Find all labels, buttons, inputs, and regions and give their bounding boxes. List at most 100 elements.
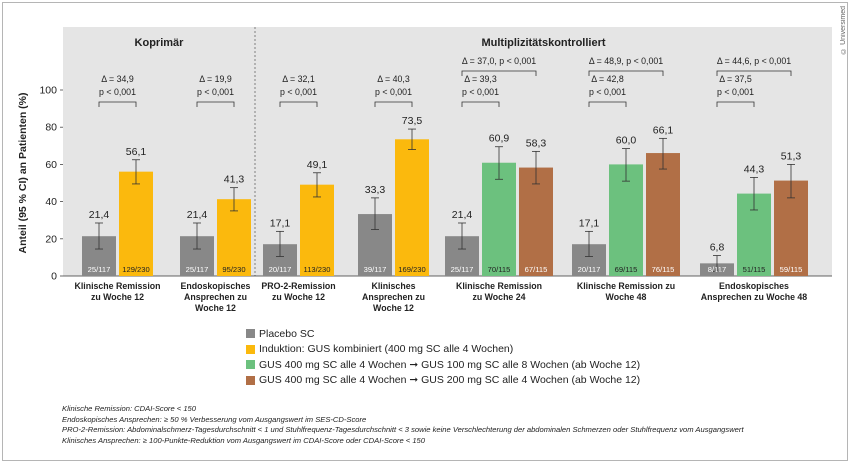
significance-bracket — [716, 101, 755, 107]
value-label: 33,3 — [365, 184, 386, 196]
value-label: 21,4 — [452, 209, 473, 221]
category-label: zu Woche 12 — [272, 292, 325, 302]
category-label: Woche 48 — [606, 292, 647, 302]
delta-label: Δ = 42,8 — [591, 74, 624, 84]
y-tick-label: 60 — [45, 159, 57, 171]
footnote: Klinische Remission: CDAI-Score < 150 — [62, 404, 196, 413]
value-label: 56,1 — [126, 146, 147, 158]
significance-bracket — [279, 101, 318, 107]
bar — [519, 167, 553, 276]
n-label: 59/115 — [780, 265, 803, 274]
n-label: 20/117 — [269, 265, 292, 274]
n-label: 169/230 — [398, 265, 425, 274]
y-tick-label: 0 — [51, 271, 57, 283]
bar — [300, 184, 334, 276]
category-label: Klinische Remission — [74, 281, 160, 291]
n-label: 70/115 — [488, 265, 511, 274]
value-label: 51,3 — [781, 150, 802, 162]
p-value-label: p < 0,001 — [462, 87, 499, 97]
delta-label: Δ = 34,9 — [101, 74, 134, 84]
bar — [609, 164, 643, 276]
delta-p-label: Δ = 48,9, p < 0,001 — [589, 56, 663, 66]
bar — [646, 153, 680, 276]
footnotes: Klinische Remission: CDAI-Score < 150 End… — [62, 404, 744, 446]
category-label: zu Woche 12 — [91, 292, 144, 302]
delta-p-label: Δ = 44,6, p < 0,001 — [717, 56, 791, 66]
p-value-label: p < 0,001 — [589, 87, 626, 97]
n-label: 67/115 — [525, 265, 548, 274]
value-label: 60,0 — [616, 135, 637, 147]
n-label: 25/117 — [88, 265, 111, 274]
n-label: 25/117 — [186, 265, 209, 274]
value-label: 21,4 — [89, 209, 110, 221]
bar — [217, 199, 251, 276]
significance-bracket — [374, 101, 413, 107]
y-axis-title: Anteil (95 % CI) an Patienten (%) — [17, 92, 29, 253]
p-value-label: p < 0,001 — [717, 87, 754, 97]
significance-bracket — [196, 101, 235, 107]
y-tick-label: 80 — [45, 122, 57, 134]
value-label: 66,1 — [653, 124, 674, 136]
delta-label: Δ = 40,3 — [377, 74, 410, 84]
significance-bracket — [98, 101, 137, 107]
category-label: Ansprechen zu — [184, 292, 247, 302]
figure-frame — [2, 2, 848, 461]
legend-swatch — [246, 360, 255, 370]
value-label: 41,3 — [224, 174, 245, 186]
category-label: Klinische Remission zu — [577, 281, 675, 291]
y-tick-label: 100 — [39, 85, 57, 97]
panel-title-koprimaer: Koprimär — [135, 37, 185, 49]
legend-swatch — [246, 329, 255, 339]
category-label: Endoskopisches — [181, 281, 251, 291]
category-label: Klinisches — [371, 281, 415, 291]
bar — [395, 139, 429, 276]
copyright: © Universimed — [840, 6, 847, 54]
category-label: Ansprechen zu — [362, 292, 425, 302]
category-label: Klinische Remission — [456, 281, 542, 291]
p-value-label: p < 0,001 — [375, 87, 412, 97]
legend-label: Placebo SC — [259, 327, 315, 340]
significance-bracket — [461, 70, 537, 76]
significance-bracket — [461, 101, 500, 107]
value-label: 21,4 — [187, 209, 208, 221]
footnote: PRO-2-Remission: Abdominalschmerz-Tagesd… — [62, 425, 744, 435]
significance-bracket — [588, 101, 627, 107]
category-label: Woche 12 — [373, 303, 414, 313]
y-tick-label: 20 — [45, 233, 57, 245]
bar — [119, 171, 153, 276]
n-label: 51/115 — [743, 265, 766, 274]
legend-item: GUS 400 mg SC alle 4 Wochen ➞ GUS 100 mg… — [246, 357, 640, 373]
category-label: Ansprechen zu Woche 48 — [701, 292, 808, 302]
value-label: 60,9 — [489, 133, 510, 145]
n-label: 129/230 — [122, 265, 149, 274]
n-label: 76/115 — [652, 265, 675, 274]
delta-label: Δ = 39,3 — [464, 74, 497, 84]
bar — [482, 162, 516, 276]
n-label: 113/230 — [304, 265, 331, 274]
n-label: 8/117 — [708, 265, 726, 274]
p-value-label: p < 0,001 — [280, 87, 317, 97]
bar-chart: Koprimär Multiplizitätskontrolliert 0 20 40 6… — [17, 27, 832, 313]
n-label: 69/115 — [615, 265, 638, 274]
plot-panel — [63, 27, 832, 276]
delta-p-label: Δ = 37,0, p < 0,001 — [462, 56, 536, 66]
legend-item: GUS 400 mg SC alle 4 Wochen ➞ GUS 200 mg… — [246, 373, 640, 389]
footnote: Endoskopisches Ansprechen: ≥ 50 % Verbes… — [62, 414, 367, 424]
y-tick-label: 40 — [45, 196, 57, 208]
n-label: 39/117 — [364, 265, 387, 274]
value-label: 17,1 — [579, 217, 600, 229]
category-label: zu Woche 24 — [472, 292, 525, 302]
value-label: 6,8 — [710, 242, 725, 254]
p-value-label: p < 0,001 — [197, 87, 234, 97]
category-label: Woche 12 — [195, 303, 236, 313]
legend-item: Induktion: GUS kombiniert (400 mg SC all… — [246, 342, 640, 358]
legend-label: GUS 400 mg SC alle 4 Wochen ➞ GUS 200 mg… — [259, 374, 641, 387]
panel-title-multiplizitaet: Multiplizitätskontrolliert — [481, 37, 605, 49]
delta-label: Δ = 19,9 — [199, 74, 232, 84]
legend-swatch — [246, 344, 255, 354]
significance-bracket — [588, 70, 664, 76]
legend-swatch — [246, 375, 255, 385]
significance-bracket — [716, 70, 792, 76]
legend-item: Placebo SC — [246, 326, 640, 342]
value-label: 49,1 — [307, 159, 328, 171]
